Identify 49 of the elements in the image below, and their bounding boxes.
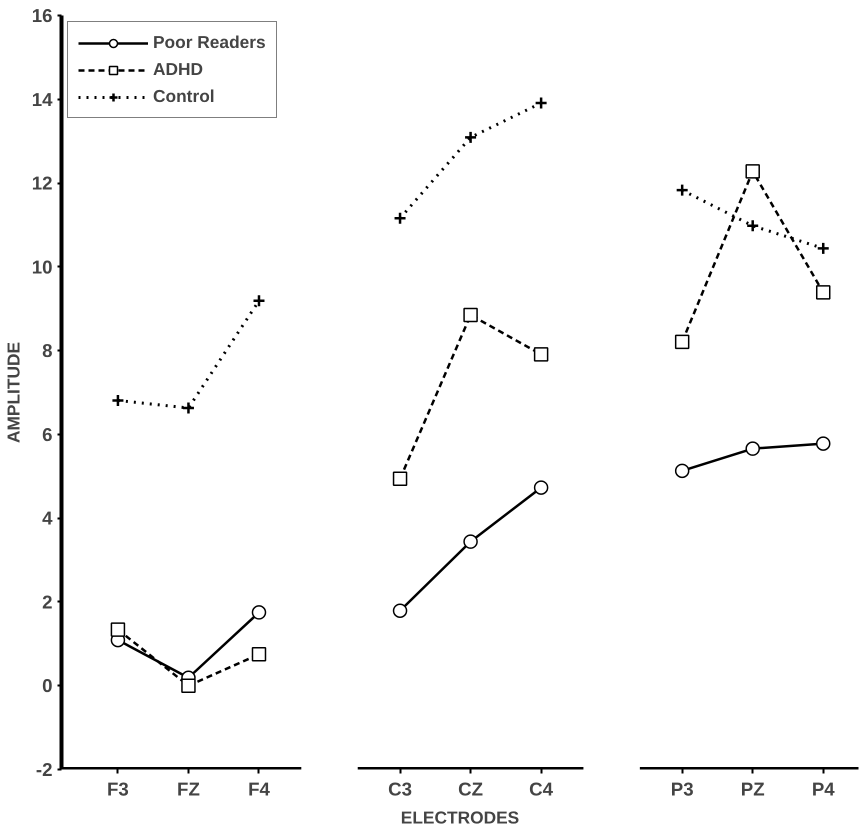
y-tick-label: 8 xyxy=(42,340,53,362)
legend-label: Poor Readers xyxy=(153,32,266,53)
y-tick-label: -2 xyxy=(36,759,53,780)
y-tick-label: 14 xyxy=(32,88,54,110)
x-tick-label: F4 xyxy=(248,778,270,800)
point xyxy=(745,164,760,179)
point xyxy=(746,219,760,233)
x-tick-label: P3 xyxy=(670,778,694,800)
point xyxy=(816,436,830,451)
point xyxy=(816,285,830,300)
y-tick-label: 6 xyxy=(42,424,53,445)
point xyxy=(816,242,830,256)
point xyxy=(392,472,408,486)
point xyxy=(392,604,408,618)
point xyxy=(181,678,196,693)
point xyxy=(252,294,266,308)
point xyxy=(182,401,196,415)
point xyxy=(393,211,407,225)
point xyxy=(464,130,478,144)
y-tick-label: 16 xyxy=(32,5,53,26)
point xyxy=(675,183,689,197)
y-tick-label: 12 xyxy=(32,172,53,194)
point xyxy=(110,622,126,637)
point xyxy=(111,394,125,408)
x-axis-title: ELECTRODES xyxy=(400,808,520,828)
point xyxy=(674,334,690,350)
point xyxy=(534,96,548,110)
y-tick-label: 4 xyxy=(42,508,54,529)
x-tick-label: PZ xyxy=(740,778,765,800)
point xyxy=(252,647,266,662)
y-tick-label: 2 xyxy=(42,591,53,612)
x-tick-label: CZ xyxy=(458,778,484,800)
point xyxy=(252,605,266,620)
point xyxy=(534,480,548,495)
y-tick-label: 0 xyxy=(42,675,53,696)
point xyxy=(534,347,548,362)
point xyxy=(674,464,690,478)
x-tick-label: P4 xyxy=(812,778,836,800)
legend-label: Control xyxy=(153,86,215,107)
x-tick-label: F3 xyxy=(107,778,129,800)
x-tick-label: FZ xyxy=(177,778,200,800)
y-axis-title: AMPLITUDE xyxy=(4,342,24,444)
legend-label: ADHD xyxy=(153,59,204,80)
x-tick-label: C4 xyxy=(529,778,554,800)
x-tick-label: C3 xyxy=(388,778,412,800)
y-tick-label: 10 xyxy=(32,256,53,278)
point xyxy=(463,308,478,322)
point xyxy=(463,534,478,549)
point xyxy=(745,441,760,456)
